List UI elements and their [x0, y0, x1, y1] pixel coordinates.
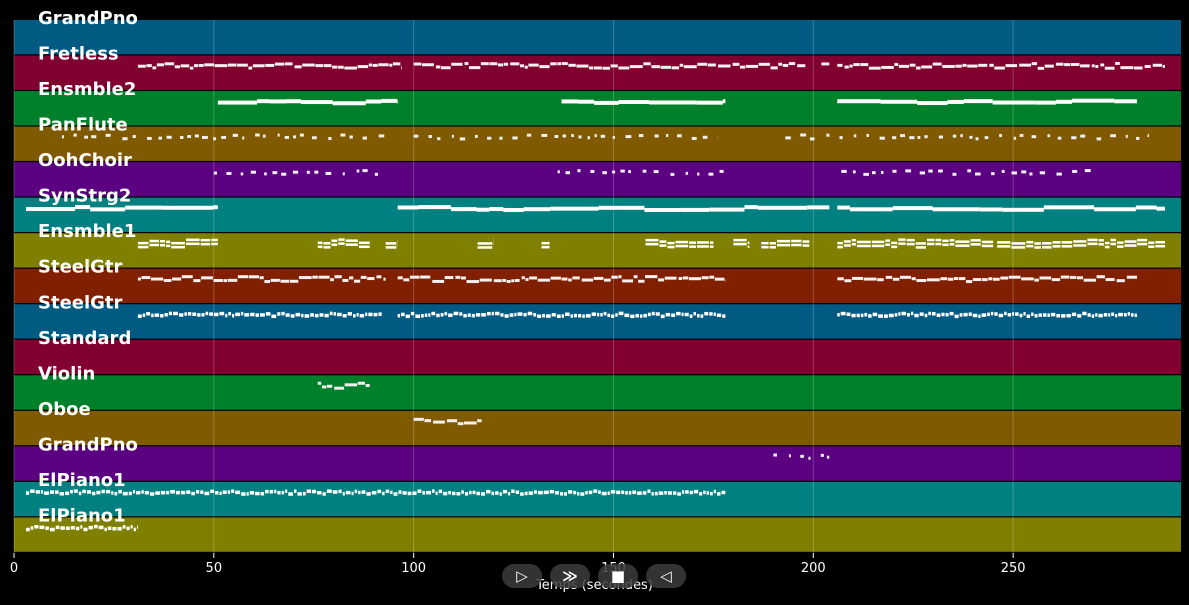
track-row: [14, 197, 1181, 232]
play-button[interactable]: ▷: [502, 564, 542, 588]
note-segment: [541, 241, 550, 249]
note-segment: [25, 205, 218, 212]
note-segment: [137, 62, 402, 70]
track-rows: [14, 20, 1181, 552]
track-row: [14, 446, 1181, 481]
note-marks: [25, 61, 1166, 532]
note-segment: [397, 311, 726, 319]
note-segment: [837, 275, 1138, 284]
note-segment: [137, 275, 386, 284]
track-label: GrandPno: [38, 8, 138, 29]
track-label: Fretless: [38, 44, 119, 65]
note-segment: [137, 238, 218, 249]
note-segment: [61, 133, 385, 141]
note-segment: [837, 311, 1138, 319]
note-segment: [317, 238, 370, 249]
note-segment: [413, 417, 482, 426]
note-segment: [213, 169, 379, 176]
note-segment: [413, 62, 806, 70]
note-segment: [477, 238, 494, 249]
fast-forward-icon: ≫: [562, 567, 578, 585]
note-segment: [1137, 238, 1166, 248]
track-label: SteelGtr: [38, 292, 123, 313]
note-segment: [25, 524, 138, 532]
note-segment: [761, 239, 810, 249]
track-row: [14, 20, 1181, 55]
gridlines: [13, 20, 1014, 553]
fast-forward-button[interactable]: ≫: [550, 564, 590, 588]
track-row: [14, 410, 1181, 446]
note-segment: [397, 275, 726, 284]
track-label: Oboe: [38, 399, 91, 420]
x-tick-label: 100: [401, 561, 426, 576]
note-segment: [561, 99, 726, 105]
note-segment: [385, 240, 398, 249]
stop-icon: ■: [610, 567, 626, 585]
x-tick-label: 0: [10, 561, 18, 576]
track-row: [14, 517, 1181, 552]
track-labels: GrandPno Fretless Ensmble2 PanFlute OohChoir…: [38, 8, 138, 526]
note-segment: [837, 205, 1166, 212]
note-segment: [837, 238, 994, 249]
track-label: OohChoir: [38, 150, 132, 171]
track-label: Ensmble2: [38, 79, 136, 100]
rewind-button[interactable]: ◁: [646, 564, 686, 588]
track-label: ElPiano1: [38, 470, 126, 491]
track-row: [14, 268, 1181, 304]
track-row: [14, 126, 1181, 161]
track-row: [14, 339, 1181, 375]
track-label: GrandPno: [38, 434, 138, 455]
track-label: SteelGtr: [38, 257, 123, 278]
note-segment: [317, 381, 370, 390]
rewind-icon: ◁: [660, 567, 672, 585]
track-label: SynStrg2: [38, 186, 131, 207]
track-label: Standard: [38, 328, 131, 349]
note-segment: [25, 489, 726, 496]
note-segment: [137, 311, 382, 319]
play-icon: ▷: [516, 567, 528, 585]
x-axis-label: Temps (secondes): [536, 578, 653, 593]
note-segment: [557, 169, 724, 176]
track-row: [14, 481, 1181, 517]
note-segment: [645, 238, 714, 249]
x-tick-label: 250: [1001, 561, 1026, 576]
note-segment: [217, 98, 398, 106]
track-row: [14, 91, 1181, 126]
note-segment: [841, 169, 1091, 176]
stop-button[interactable]: ■: [598, 564, 638, 588]
track-row: [14, 162, 1181, 197]
note-segment: [773, 453, 830, 460]
track-row: [14, 233, 1181, 268]
note-segment: [397, 205, 830, 213]
x-tick-label: 50: [206, 561, 223, 576]
note-segment: [733, 238, 750, 248]
note-segment: [413, 133, 718, 141]
track-row: [14, 304, 1181, 339]
note-segment: [785, 133, 1150, 141]
track-label: PanFlute: [38, 115, 128, 136]
note-segment: [997, 238, 1137, 249]
note-segment: [837, 98, 1138, 106]
track-row: [14, 55, 1181, 90]
track-row: [14, 375, 1181, 410]
track-label: Ensmble1: [38, 221, 136, 242]
note-segment: [821, 62, 830, 66]
note-segment: [837, 61, 1166, 70]
track-label: ElPiano1: [38, 505, 126, 526]
track-label: Violin: [38, 363, 95, 384]
x-tick-label: 200: [801, 561, 826, 576]
